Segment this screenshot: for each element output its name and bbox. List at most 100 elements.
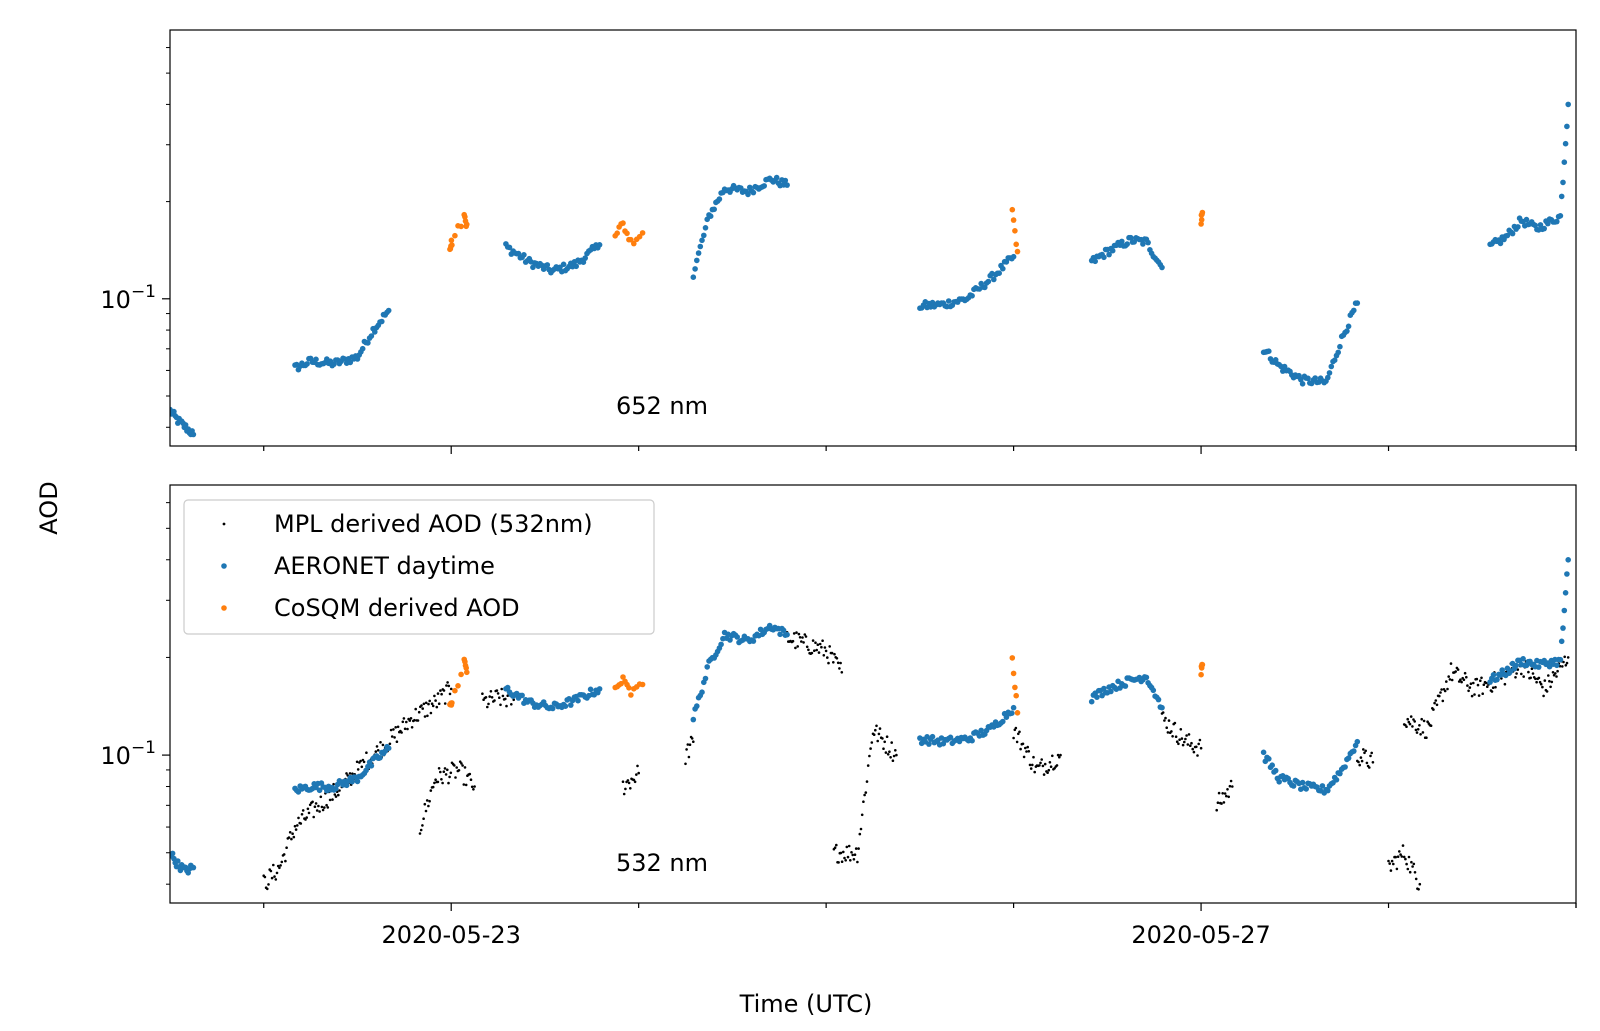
data-point: [701, 232, 707, 239]
data-point: [894, 749, 897, 752]
data-point: [408, 719, 412, 722]
data-point: [1429, 724, 1433, 727]
data-point: [1163, 719, 1166, 722]
data-point: [424, 809, 428, 813]
data-point: [1466, 684, 1469, 687]
data-point: [1220, 802, 1223, 805]
data-point: [830, 651, 834, 655]
data-point: [1547, 674, 1550, 677]
data-point: [464, 221, 470, 228]
data-point: [1010, 217, 1017, 223]
data-point: [1482, 683, 1486, 686]
data-point: [326, 806, 330, 809]
data-point: [1413, 871, 1417, 874]
data-point: [862, 800, 865, 803]
data-point: [1119, 238, 1125, 245]
data-point: [978, 727, 984, 734]
data-point: [1013, 692, 1019, 699]
data-point: [267, 883, 270, 886]
data-point: [1463, 671, 1467, 675]
data-point: [1155, 696, 1162, 703]
data-point: [1021, 742, 1025, 746]
data-point: [506, 244, 513, 251]
data-point: [1178, 738, 1181, 741]
data-point: [1029, 767, 1033, 770]
data-point: [1561, 665, 1564, 668]
data-point: [874, 728, 877, 732]
data-point: [1003, 714, 1010, 720]
data-point: [280, 860, 284, 864]
data-point: [1407, 720, 1411, 724]
data-point: [690, 716, 697, 723]
data-point: [301, 809, 305, 812]
data-point: [1108, 688, 1114, 695]
data-point: [857, 847, 860, 850]
data-point: [425, 799, 429, 802]
data-point: [403, 727, 407, 731]
data-point: [377, 755, 383, 761]
data-point: [449, 700, 455, 706]
data-point: [297, 816, 300, 820]
data-point: [530, 264, 536, 271]
data-point: [1440, 688, 1443, 691]
data-point: [454, 776, 457, 779]
data-point: [473, 785, 476, 788]
data-point: [827, 661, 830, 665]
data-point: [1392, 862, 1395, 866]
data-point: [1171, 735, 1174, 738]
data-point: [1216, 801, 1220, 804]
data-point: [699, 237, 705, 244]
data-point: [345, 772, 348, 775]
data-point: [1328, 363, 1335, 370]
data-point: [1046, 771, 1049, 774]
data-point: [426, 714, 429, 718]
data-point: [1401, 844, 1405, 847]
data-point: [521, 252, 527, 258]
data-point: [810, 651, 814, 655]
data-point: [1342, 764, 1348, 770]
data-point: [1484, 681, 1488, 685]
data-point: [549, 705, 556, 712]
data-point: [1499, 667, 1505, 673]
data-point: [505, 704, 508, 708]
data-point: [1414, 877, 1418, 881]
data-point: [1562, 660, 1565, 664]
data-point: [1190, 741, 1193, 745]
data-point: [1109, 247, 1116, 254]
data-point: [1465, 675, 1468, 679]
data-point: [278, 866, 281, 870]
data-point: [1362, 748, 1365, 751]
data-point: [1290, 783, 1297, 789]
data-point: [694, 257, 700, 264]
data-point: [300, 813, 304, 816]
data-point: [690, 274, 697, 281]
data-point: [1387, 859, 1390, 863]
data-point: [1551, 671, 1555, 674]
data-point: [360, 765, 364, 769]
data-point: [1558, 193, 1565, 200]
data-point: [332, 782, 335, 786]
data-point: [1558, 638, 1565, 645]
data-point: [1124, 241, 1130, 247]
data-point: [784, 631, 790, 638]
data-point: [1394, 855, 1397, 859]
data-point: [1494, 685, 1497, 689]
data-point: [1406, 717, 1409, 721]
data-point: [805, 645, 809, 649]
data-point: [458, 671, 464, 678]
data-point: [413, 718, 416, 722]
data-point: [1490, 690, 1494, 693]
data-point: [1543, 679, 1547, 682]
data-point: [500, 687, 504, 691]
data-point: [877, 732, 881, 736]
data-point: [313, 805, 317, 808]
data-point: [1325, 787, 1331, 794]
data-point: [1351, 307, 1357, 314]
data-point: [568, 702, 574, 708]
data-point: [448, 237, 455, 244]
data-point: [315, 809, 319, 812]
data-point: [1009, 206, 1016, 213]
data-point: [1337, 770, 1343, 777]
panel-wavelength-label: 652 nm: [616, 392, 708, 420]
data-point: [1325, 374, 1331, 381]
